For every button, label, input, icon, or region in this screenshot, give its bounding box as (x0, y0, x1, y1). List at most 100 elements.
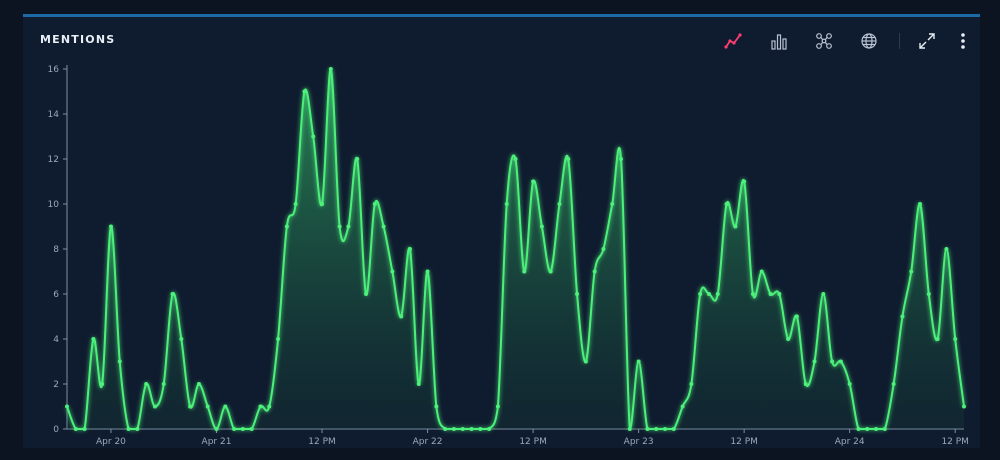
x-tick-label: Apr 22 (413, 437, 443, 447)
data-point (865, 427, 870, 431)
data-point (856, 427, 861, 431)
data-point (601, 247, 606, 251)
data-point (320, 202, 325, 206)
y-tick-label: 16 (48, 65, 60, 75)
toolbar-divider (899, 33, 900, 49)
data-point (170, 292, 175, 296)
data-point (399, 314, 404, 319)
data-point (451, 427, 456, 431)
data-point (759, 269, 764, 274)
data-point (258, 404, 263, 409)
network-button[interactable] (809, 27, 839, 55)
data-point (786, 337, 791, 341)
data-point (777, 292, 782, 296)
data-point (196, 382, 201, 386)
data-point (152, 404, 157, 409)
data-point (926, 292, 931, 296)
data-point (575, 292, 580, 296)
data-point (443, 427, 448, 431)
data-point (838, 359, 843, 364)
data-point (522, 269, 527, 274)
y-tick-label: 12 (48, 155, 59, 165)
data-point (232, 427, 237, 431)
data-point (654, 427, 659, 431)
data-point (487, 427, 492, 431)
data-point (663, 427, 667, 431)
data-point (592, 269, 597, 274)
data-point (73, 427, 78, 431)
data-point (830, 359, 835, 364)
data-point (706, 292, 711, 296)
data-point (188, 404, 193, 409)
y-tick-label: 4 (53, 335, 59, 345)
data-point (504, 202, 509, 206)
network-icon (816, 33, 832, 49)
expand-icon (919, 33, 935, 49)
data-point (293, 202, 298, 206)
data-point (742, 179, 747, 184)
data-point (583, 359, 588, 364)
y-tick-label: 10 (48, 200, 60, 210)
data-point (91, 337, 96, 341)
data-point (249, 427, 254, 431)
data-point (610, 202, 615, 206)
data-point (680, 404, 685, 409)
more-vertical-icon (961, 33, 965, 49)
data-point (619, 157, 624, 161)
data-point (821, 292, 826, 296)
data-point (768, 292, 773, 296)
x-tick-label: Apr 20 (96, 437, 126, 447)
data-point (100, 382, 105, 386)
data-point (240, 427, 245, 431)
data-point (161, 382, 166, 386)
data-point (689, 382, 694, 386)
data-point (636, 359, 641, 364)
data-point (812, 359, 817, 364)
x-tick-label: Apr 21 (202, 437, 232, 447)
data-point (337, 224, 342, 229)
data-point (179, 337, 184, 341)
data-point (364, 292, 368, 296)
data-point (126, 427, 131, 431)
data-point (82, 427, 87, 431)
data-point (434, 404, 439, 409)
data-point (557, 202, 562, 206)
data-point (733, 224, 738, 229)
data-point (803, 382, 808, 386)
data-point (794, 314, 799, 319)
data-point (882, 427, 887, 431)
globe-button[interactable] (854, 27, 884, 55)
data-point (627, 427, 632, 431)
data-point (750, 292, 755, 296)
data-point (460, 427, 465, 431)
data-point (900, 314, 905, 319)
data-point (944, 247, 949, 251)
data-point (495, 404, 500, 409)
data-point (355, 157, 360, 161)
data-point (372, 202, 377, 206)
data-point (311, 134, 316, 139)
data-point (214, 427, 219, 431)
data-point (65, 404, 69, 409)
x-tick-label: Apr 23 (624, 437, 654, 447)
data-point (390, 269, 395, 274)
data-point (205, 404, 210, 409)
line-chart-button[interactable] (718, 27, 748, 55)
data-point (891, 382, 896, 386)
bar-chart-button[interactable] (764, 27, 794, 55)
data-point (513, 157, 518, 161)
mentions-panel: 0 2 4 6 8 10 12 14 16 Apr 20 Apr 21 12 PM Apr 22 12 P… (23, 14, 980, 448)
data-point (715, 292, 720, 296)
more-options-button[interactable] (948, 27, 978, 55)
y-tick-label: 0 (53, 425, 59, 435)
expand-button[interactable] (912, 27, 942, 55)
x-tick-label: 12 PM (941, 437, 969, 447)
x-tick-label: 12 PM (308, 437, 336, 447)
data-point (328, 67, 333, 71)
data-point (117, 359, 122, 364)
line-chart-icon (724, 33, 742, 49)
data-point (478, 427, 483, 431)
data-point (135, 427, 140, 431)
data-point (425, 269, 430, 274)
data-point (847, 382, 852, 386)
